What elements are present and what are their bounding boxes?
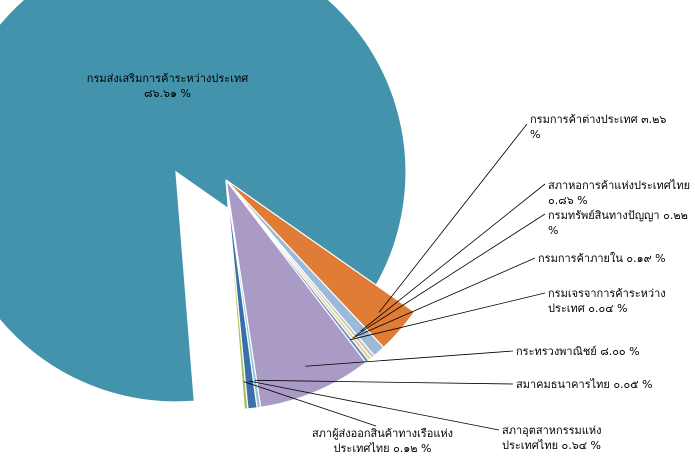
leader-line: [352, 257, 536, 339]
leader-line: [378, 123, 528, 313]
pie-slice: [225, 179, 367, 409]
slice-label-value: ๐.๘๖ %: [548, 194, 588, 207]
leader-line: [243, 381, 377, 427]
slice-label-name: กรมการค้าต่างประเทศ: [530, 113, 642, 126]
pie-slice: [225, 179, 249, 410]
slice-label: สมาคมธนาคารไทย ๐.๐๕ %: [516, 377, 656, 392]
slice-label-value: ๘๖.๖๑ %: [144, 87, 191, 100]
slice-label-value: ๓.๒๖ %: [530, 113, 667, 141]
slice-label-name: สภาหอการค้าแห่งประเทศไทย: [548, 179, 691, 192]
slice-label-value: ๐.๐๔ %: [588, 302, 628, 315]
slice-label-value: ๐.๑๒ %: [393, 442, 432, 455]
pie-slice: [0, 0, 407, 403]
pie-slices: [0, 0, 416, 410]
slice-label-value: ๐.๑๙ %: [626, 252, 666, 265]
slice-label-value: ๐.๐๕ %: [613, 378, 653, 391]
slice-label: กรมทรัพย์สินทางปัญญา ๐.๒๒ %: [548, 208, 693, 238]
leader-line: [350, 292, 546, 341]
slice-label-name: กรมการค้าภายใน: [538, 252, 627, 265]
slice-label: สภาหอการค้าแห่งประเทศไทย ๐.๘๖ %: [548, 178, 695, 208]
slice-label: สภาอุตสาหกรรมแห่งประเทศไทย ๐.๖๔ %: [502, 423, 652, 453]
slice-label: กรมเจรจาการค้าระหว่างประเทศ ๐.๐๔ %: [548, 286, 668, 316]
slice-label-name: สมาคมธนาคารไทย: [516, 378, 614, 391]
slice-label: กรมการค้าภายใน ๐.๑๙ %: [538, 251, 668, 266]
slice-label: กรมการค้าต่างประเทศ ๓.๒๖ %: [530, 112, 675, 142]
slice-label: สภาผู้ส่งออกสินค้าทางเรือแห่งประเทศไทย ๐…: [310, 426, 455, 456]
leader-line: [355, 213, 546, 337]
slice-label-value: ๐.๒๒ %: [548, 209, 688, 237]
slice-label-name: กรมส่งเสริมการค้าระหว่างประเทศ: [86, 72, 249, 85]
leader-line: [249, 380, 500, 431]
slice-label-value: ๐.๖๔ %: [561, 439, 601, 452]
slice-label-name: สภาอุตสาหกรรมแห่งประเทศไทย: [502, 424, 602, 452]
slice-label: กรมส่งเสริมการค้าระหว่างประเทศ ๘๖.๖๑ %: [80, 71, 255, 101]
slice-label-name: กรมเจรจาการค้าระหว่างประเทศ: [548, 287, 666, 315]
slice-label: กระทรวงพาณิชย์ ๘.๐๐ %: [516, 344, 656, 359]
slice-label-name: กรมทรัพย์สินทางปัญญา: [548, 209, 664, 222]
leader-line: [360, 183, 546, 332]
slice-label-value: ๘.๐๐ %: [600, 345, 640, 358]
slice-label-name: สภาผู้ส่งออกสินค้าทางเรือแห่งประเทศไทย: [311, 427, 454, 455]
leader-line: [305, 350, 514, 367]
leader-lines: [243, 123, 546, 431]
slice-label-name: กระทรวงพาณิชย์: [516, 345, 601, 358]
leader-line: [254, 379, 514, 385]
